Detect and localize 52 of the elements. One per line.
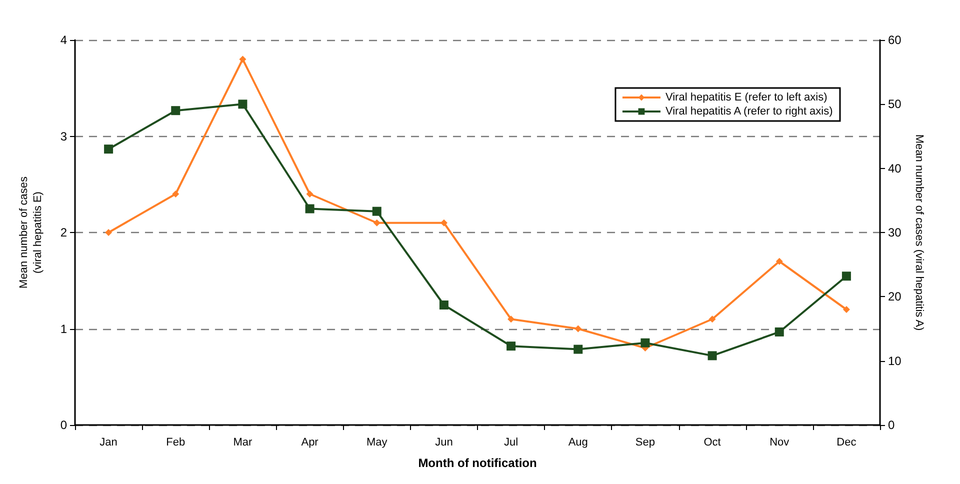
point bbox=[842, 306, 850, 313]
point bbox=[506, 342, 516, 351]
y-tick-label: 4 bbox=[60, 33, 68, 47]
point bbox=[640, 338, 650, 348]
legend-label: Viral hepatitis E (refer to left axis) bbox=[665, 92, 828, 104]
point bbox=[372, 206, 382, 216]
x-tick-label: Feb bbox=[166, 436, 186, 448]
x-tick-label: Nov bbox=[770, 436, 790, 448]
y-tick-label: 1 bbox=[60, 322, 68, 336]
y2-tick-label: 60 bbox=[888, 33, 902, 47]
point bbox=[440, 219, 448, 226]
y2-axis-title: Mean number of cases (viral hepatitis A) bbox=[913, 134, 926, 331]
x-axis-title: Month of notification bbox=[418, 456, 537, 470]
x-tick-label: Mar bbox=[233, 436, 253, 448]
legend-label: Viral hepatitis A (refer to right axis) bbox=[665, 106, 833, 118]
y-tick-label: 0 bbox=[60, 418, 68, 432]
x-tick-label: Sep bbox=[635, 436, 655, 448]
point bbox=[708, 351, 717, 360]
point bbox=[574, 325, 582, 332]
x-tick-label: Oct bbox=[704, 436, 721, 448]
y2-tick-label: 40 bbox=[888, 161, 902, 176]
x-tick-label: Dec bbox=[836, 436, 857, 448]
x-tick-label: May bbox=[366, 436, 388, 448]
y2-tick-label: 30 bbox=[888, 226, 902, 240]
y-axis-title: Mean number of cases (viral hepatitis E) bbox=[18, 176, 44, 288]
y-tick-label: 2 bbox=[60, 226, 68, 240]
y2-tick-label: 0 bbox=[888, 418, 895, 432]
point bbox=[238, 100, 248, 109]
point bbox=[508, 316, 515, 323]
point bbox=[842, 272, 851, 281]
point bbox=[105, 229, 112, 236]
y2-tick-label: 50 bbox=[888, 97, 902, 112]
x-tick-label: Apr bbox=[301, 436, 319, 448]
point bbox=[305, 204, 314, 214]
point bbox=[708, 316, 716, 323]
y2-tick-label: 10 bbox=[888, 354, 902, 368]
x-tick-label: Jun bbox=[435, 436, 453, 448]
y2-tick-label: 20 bbox=[888, 290, 902, 304]
point bbox=[104, 144, 114, 154]
x-tick-label: Aug bbox=[568, 436, 588, 448]
point bbox=[239, 56, 246, 63]
point bbox=[373, 219, 380, 226]
point bbox=[574, 344, 583, 354]
x-tick-label: Jan bbox=[100, 436, 118, 448]
point bbox=[439, 300, 448, 310]
point bbox=[171, 106, 180, 116]
y-tick-label: 3 bbox=[60, 129, 68, 144]
x-tick-label: Jul bbox=[504, 436, 518, 448]
point bbox=[774, 327, 784, 336]
point bbox=[306, 190, 314, 198]
point bbox=[172, 190, 180, 198]
point bbox=[776, 258, 783, 265]
